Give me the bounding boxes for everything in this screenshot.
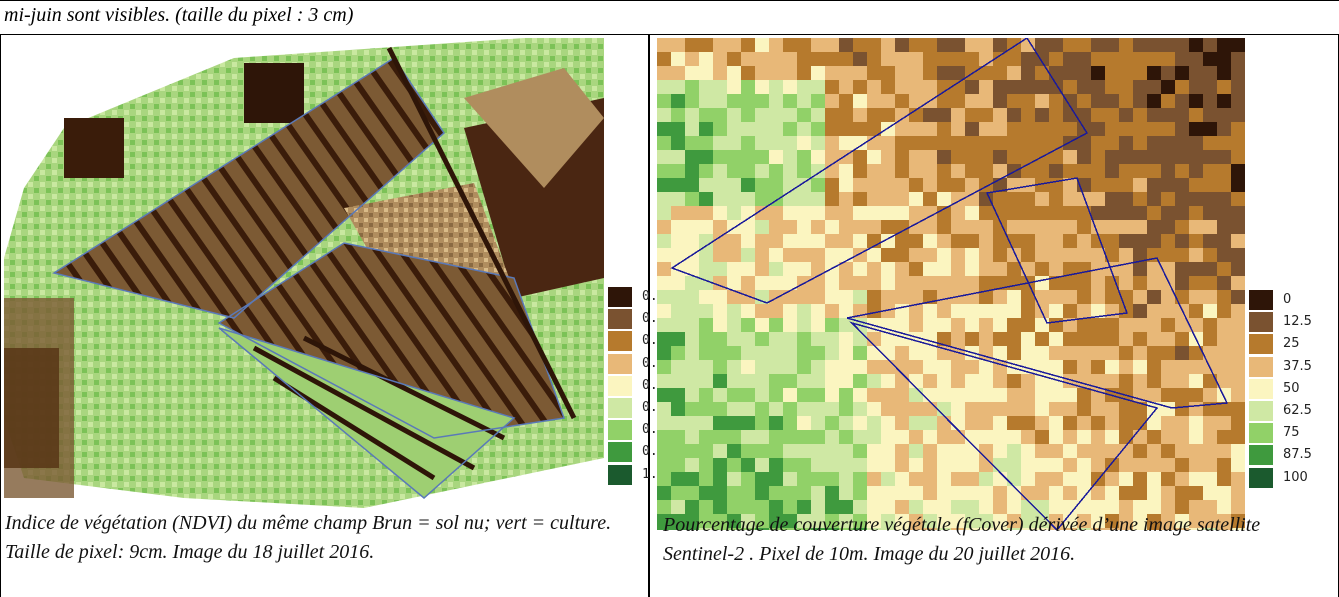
- fcover-legend-label: 12.5: [1283, 314, 1312, 330]
- fcover-legend: 0 12.5 25 37.5 50 62.5 75 87.5 100: [1249, 290, 1329, 490]
- fcover-legend-swatch: [1249, 334, 1273, 355]
- ndvi-legend-item: 0.125: [608, 309, 681, 331]
- ndvi-legend-item: 0.500: [608, 375, 681, 398]
- ndvi-legend-item: 0.000: [608, 287, 681, 309]
- fcover-legend-item: 50: [1249, 378, 1329, 401]
- fcover-legend-swatch: [1249, 378, 1273, 399]
- fcover-legend-label: 87.5: [1283, 447, 1312, 463]
- ndvi-legend-swatch: [608, 464, 632, 485]
- fcover-legend-swatch: [1249, 467, 1273, 488]
- fcover-legend-item: 0: [1249, 290, 1329, 312]
- fcover-legend-label: 25: [1283, 336, 1300, 352]
- ndvi-legend-item: 0.750: [608, 420, 681, 442]
- ndvi-legend-swatch: [608, 287, 632, 307]
- fcover-legend-item: 62.5: [1249, 400, 1329, 423]
- ndvi-legend-item: 0.250: [608, 331, 681, 353]
- ndvi-legend-item: 0.875: [608, 442, 681, 464]
- ndvi-legend-swatch: [608, 397, 632, 418]
- ndvi-legend-swatch: [608, 309, 632, 330]
- fcover-legend-label: 100: [1283, 469, 1308, 485]
- ndvi-legend-item: 0.375: [608, 353, 681, 376]
- fcover-legend-label: 75: [1283, 425, 1300, 441]
- fcover-legend-item: 100: [1249, 467, 1329, 490]
- ndvi-legend-item: 0.625: [608, 397, 681, 420]
- header-caption: mi-juin sont visibles. (taille du pixel …: [4, 4, 354, 26]
- ndvi-legend: 0.0000.1250.2500.3750.5000.6250.7500.875…: [608, 287, 681, 487]
- table-left-border: [0, 34, 1, 597]
- ndvi-legend-swatch: [608, 420, 632, 441]
- fcover-legend-item: 12.5: [1249, 312, 1329, 334]
- fcover-legend-item: 25: [1249, 334, 1329, 356]
- fcover-legend-swatch: [1249, 290, 1273, 310]
- fcover-legend-swatch: [1249, 312, 1273, 333]
- fcover-map-image: [657, 38, 1245, 530]
- fcover-legend-swatch: [1249, 423, 1273, 444]
- ndvi-map-image: [4, 38, 604, 518]
- fcover-legend-swatch: [1249, 400, 1273, 421]
- ndvi-caption: Indice de végétation (NDVI) du même cham…: [5, 512, 612, 563]
- column-divider: [648, 34, 650, 597]
- fcover-legend-item: 75: [1249, 423, 1329, 445]
- fcover-caption: Pourcentage de couverture végétale (fCov…: [663, 514, 1261, 565]
- ndvi-legend-swatch: [608, 375, 632, 396]
- fcover-legend-swatch: [1249, 356, 1273, 377]
- table-top-border: [0, 0, 1339, 1]
- fcover-legend-label: 37.5: [1283, 358, 1312, 374]
- fcover-legend-item: 37.5: [1249, 356, 1329, 379]
- fcover-legend-label: 62.5: [1283, 402, 1312, 418]
- ndvi-legend-swatch: [608, 331, 632, 352]
- row-divider: [0, 34, 1339, 35]
- fcover-legend-label: 0: [1283, 292, 1292, 307]
- ndvi-legend-swatch: [608, 442, 632, 463]
- ndvi-legend-swatch: [608, 353, 632, 374]
- fcover-legend-item: 87.5: [1249, 445, 1329, 467]
- fcover-legend-swatch: [1249, 445, 1273, 466]
- fcover-legend-label: 50: [1283, 380, 1300, 396]
- ndvi-legend-item: 1.000: [608, 464, 681, 487]
